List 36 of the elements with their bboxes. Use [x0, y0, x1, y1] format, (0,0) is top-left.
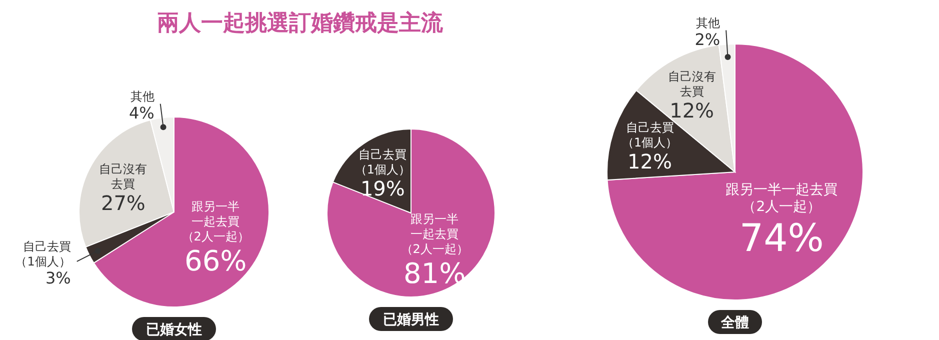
value-label: 12% — [670, 98, 714, 122]
text: 全體 — [720, 315, 749, 331]
slice-label: 自己沒有 — [668, 69, 716, 84]
slice-label: 去買 — [680, 84, 704, 98]
slice-label: 跟另一半 — [192, 199, 240, 214]
value-label: 12% — [628, 149, 672, 174]
value-label: 4% — [128, 103, 154, 122]
slice-label: 自己去買 — [358, 147, 407, 162]
slice-label: 其他 — [696, 16, 720, 30]
value-label: 74% — [739, 216, 824, 260]
slice-label: 一起去買 — [192, 214, 240, 228]
slice-label: 其他 — [130, 89, 154, 104]
value-label: 66% — [184, 244, 247, 278]
chart-title: 兩人一起挑選訂婚鑽戒是主流 — [157, 10, 444, 36]
value-label: 81% — [404, 257, 466, 290]
slice-label: （2人一起） — [182, 229, 250, 244]
text: 已婚女性 — [146, 322, 202, 338]
value-label: 3% — [46, 268, 71, 288]
slice-label: （1個人） — [622, 135, 678, 150]
slice-label: 自己去買 — [626, 120, 674, 134]
slice-label: （2人一起） — [742, 198, 822, 215]
value-label: 19% — [360, 176, 405, 200]
slice-label: 一起去買 — [410, 227, 459, 242]
slice-label: 去買 — [111, 177, 136, 192]
value-label: 27% — [100, 191, 146, 216]
slice-label: 跟另一半一起去買 — [726, 182, 838, 198]
slice-label: （2人一起） — [400, 242, 468, 256]
slice-label: （1個人） — [354, 162, 410, 176]
slice-label: 自己去買 — [22, 239, 71, 254]
slice-label: 自己沒有 — [99, 162, 148, 176]
text: 已婚男性 — [383, 312, 439, 328]
pie-slice — [606, 44, 864, 300]
pie-slice — [326, 128, 496, 298]
slice-label: （1個人） — [15, 254, 71, 268]
value-label: 2% — [694, 30, 720, 49]
slice-label: 跟另一半 — [410, 212, 459, 226]
